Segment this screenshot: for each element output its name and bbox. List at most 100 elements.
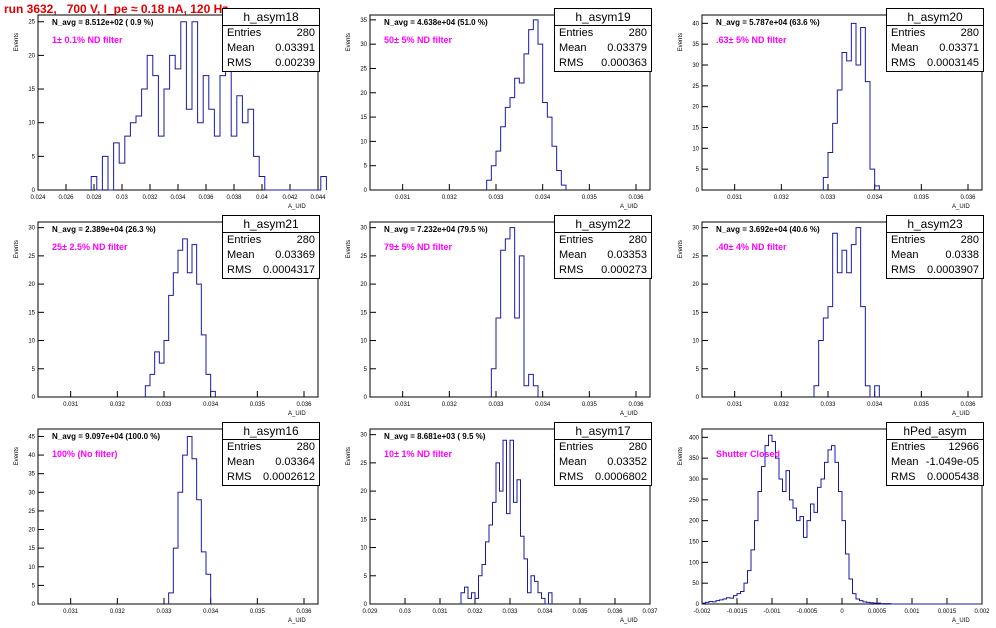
x-tick-label: 0.034 [867,402,883,408]
histogram-bin [846,554,850,604]
x-tick-label: 0.031 [727,402,743,408]
y-axis-label: Events [678,447,684,465]
histogram-bin [860,601,864,604]
histogram-bin [741,592,745,605]
histogram-bin [762,467,766,605]
histogram-bin [515,78,520,190]
histogram-bin [524,559,528,604]
histogram-bin [321,177,327,190]
histogram-name: h_asym19 [555,9,651,26]
histogram-bin [231,136,237,190]
y-tick-label: 25 [28,509,35,515]
x-tick-label: -0.0015 [727,609,748,615]
histogram-bin [865,82,870,190]
stats-label: Entries [227,440,261,455]
histogram-bin [158,136,164,190]
stats-value: 0.000363 [601,56,647,71]
histogram-bin [206,574,211,604]
histogram-bin [91,177,97,190]
x-tick-label: -0.0005 [797,609,818,615]
x-axis-label: A_UID [288,411,306,417]
histogram-bin [833,233,838,397]
stats-label: Mean [227,41,255,56]
histogram-bin [833,123,838,190]
y-tick-label: 15 [360,517,367,523]
histogram-bin [814,386,819,397]
x-tick-label: 0.036 [607,609,623,615]
histogram-bin [716,601,720,604]
filter-label: Shutter Closed [716,449,780,459]
histogram-bin [501,250,506,397]
stats-value: 0.000273 [601,263,647,278]
y-tick-label: 10 [28,121,35,127]
stats-label: RMS [559,56,583,71]
histogram-bin [496,151,501,190]
histogram-bin [201,552,206,604]
stats-value: 0.0005438 [927,470,979,485]
stats-value: 12966 [948,440,979,455]
y-tick-label: 20 [692,282,699,288]
y-tick-label: 30 [692,226,699,232]
stats-label: RMS [891,470,915,485]
histogram-bin [547,117,552,190]
stats-value: 280 [629,440,647,455]
histogram-bin [130,123,136,190]
filter-label: 10± 1% ND filter [384,449,452,459]
y-tick-label: 200 [689,519,700,525]
histogram-bin [145,386,150,397]
x-tick-label: 0.036 [198,195,214,201]
y-tick-label: 10 [28,565,35,571]
histogram-bin [837,90,842,190]
histogram-bin [524,54,529,190]
histogram-name: h_asym23 [887,216,983,233]
histogram-bin [811,504,815,604]
x-tick-label: 0.032 [142,195,158,201]
histogram-bin [818,487,822,604]
histogram-bin [529,30,534,190]
histogram-bin [119,163,125,190]
histogram-bin [828,307,833,397]
stats-value: 280 [297,233,315,248]
stats-label: Entries [891,440,925,455]
x-tick-label: 0.033 [820,402,836,408]
y-tick-label: 5 [32,154,36,160]
histogram-bin [744,583,748,604]
stats-row: Entries 12966 [887,440,983,455]
histogram-bin [734,596,738,604]
x-axis-label: A_UID [620,411,638,417]
histogram-bin [175,69,181,190]
stats-value: 0.00239 [275,56,315,71]
histogram-bin [853,594,857,604]
histogram-bin [861,28,866,191]
histogram-bin [173,273,178,397]
stats-label: RMS [227,470,251,485]
histogram-bin [142,89,148,190]
x-tick-label: 0.0005 [868,609,887,615]
stats-value: 0.03353 [607,248,647,263]
x-tick-label: 0.0015 [938,609,957,615]
histogram-bin [206,374,211,397]
y-tick-label: 5 [364,164,368,170]
histogram-bin [865,386,870,397]
y-tick-label: 35 [28,472,35,478]
histogram-bin [552,146,557,190]
stats-value: 0.03369 [275,248,315,263]
y-tick-label: 400 [689,435,700,441]
y-axis-label: Events [14,240,20,258]
y-tick-label: 45 [28,434,35,440]
histogram-bin [533,386,538,397]
y-tick-label: 15 [360,115,367,121]
histogram-bin [851,245,856,397]
